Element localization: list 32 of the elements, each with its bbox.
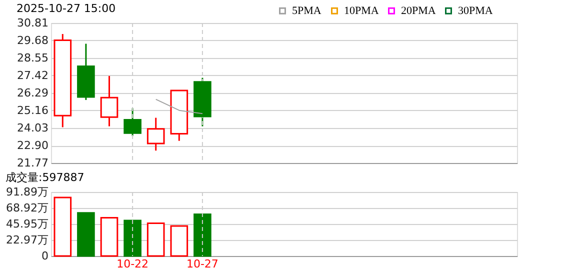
bar	[54, 196, 72, 257]
y-tick-label: 68.92万	[6, 202, 48, 214]
bar	[194, 213, 212, 257]
candlestick	[146, 117, 165, 152]
legend-label: 10PMA	[344, 4, 379, 17]
legend-label: 30PMA	[458, 4, 493, 17]
y-tick-label: 25.16	[17, 104, 48, 117]
y-tick-label: 27.42	[17, 69, 48, 82]
bar	[100, 216, 118, 257]
y-tick-label: 22.97万	[6, 234, 48, 246]
candlestick	[124, 107, 142, 137]
y-tick-label: 0	[42, 250, 48, 262]
chart-title: 2025-10-27 15:00	[16, 2, 116, 15]
y-tick-label: 29.68	[17, 34, 48, 47]
y-tick-label: 22.90	[17, 139, 48, 152]
x-tick-label: 10-22	[116, 258, 149, 270]
y-tick-label: 28.55	[17, 52, 48, 64]
y-tick-label: 24.03	[17, 122, 48, 134]
legend-label: 20PMA	[401, 4, 436, 17]
y-tick-label: 91.89万	[6, 186, 48, 198]
bar	[170, 225, 188, 257]
legend-label: 5PMA	[292, 4, 322, 17]
y-tick-label: 30.81	[17, 16, 48, 30]
y-tick-label: 45.95万	[6, 217, 48, 230]
chart-title: 成交量:597887	[6, 171, 84, 184]
bar	[77, 212, 95, 257]
bar	[146, 222, 165, 257]
y-tick-label: 21.77	[17, 156, 48, 170]
bar	[124, 220, 142, 257]
candlestick	[100, 75, 118, 128]
y-tick-label: 26.29	[17, 86, 48, 100]
x-tick-label: 10-27	[186, 258, 218, 270]
